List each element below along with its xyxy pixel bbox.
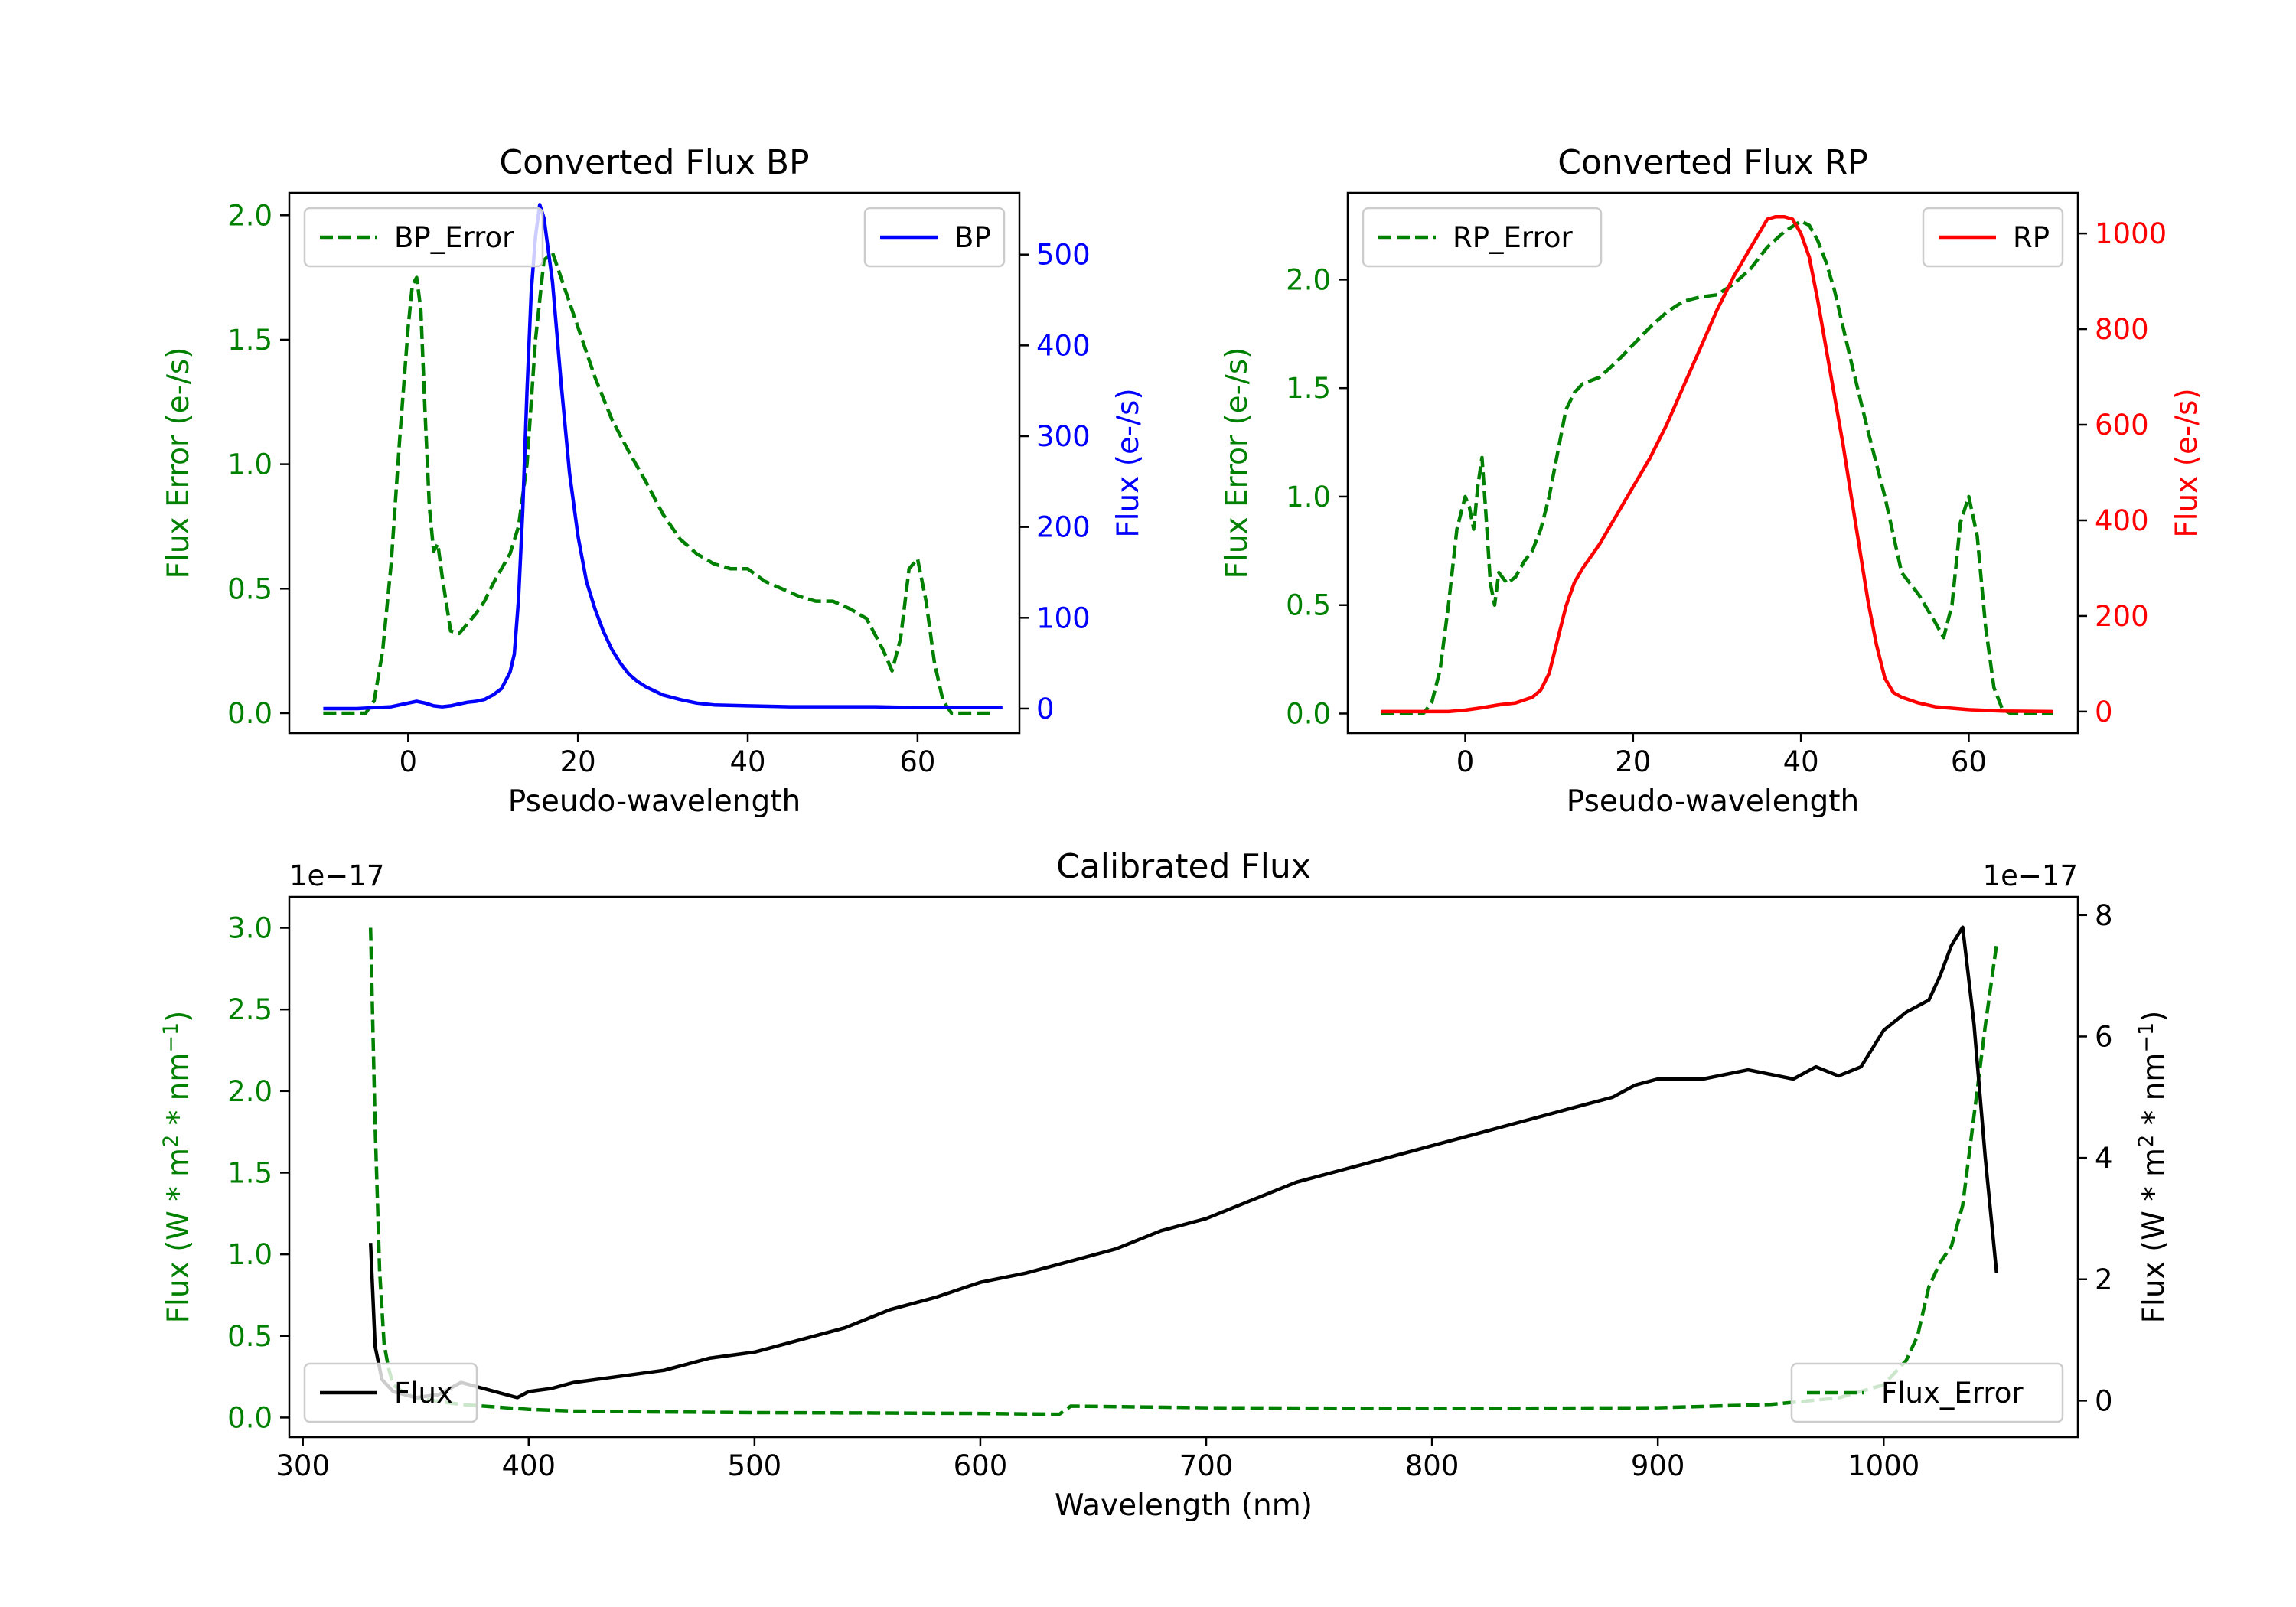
cal-xtick-label: 900 <box>1631 1449 1685 1482</box>
bp-ytick-label-right: 100 <box>1036 601 1091 634</box>
bp-ytick-label-left: 1.5 <box>227 324 272 357</box>
bp-ytick-label-left: 1.0 <box>227 448 272 481</box>
cal-axes-frame <box>288 895 2079 1439</box>
bp-ylabel-left: Flux Error (e-/s) <box>161 347 196 579</box>
bp-ytick-label-right: 400 <box>1036 329 1091 362</box>
cal-offset-right: 1e−17 <box>1983 859 2078 892</box>
legend-label: Flux_Error <box>1881 1377 2024 1410</box>
rp-ytick-label-left: 2.0 <box>1286 263 1331 296</box>
rp-title: Converted Flux RP <box>1557 143 1868 182</box>
cal-title: Calibrated Flux <box>1056 847 1311 886</box>
rp-ytick-label-left: 1.5 <box>1286 372 1331 405</box>
bp-series-bp-error <box>323 250 994 715</box>
bp-xtick-label: 40 <box>729 745 765 778</box>
cal-xtick-label: 1000 <box>1848 1449 1919 1482</box>
rp-legend-rp-error: RP_Error <box>1362 207 1603 268</box>
cal-xtick-label: 300 <box>276 1449 330 1482</box>
legend-label: BP_Error <box>394 221 514 254</box>
cal-ytick-label-right: 8 <box>2095 899 2113 932</box>
rp-ylabel-right: Flux (e-/s) <box>2170 388 2204 537</box>
rp-xtick-label: 60 <box>1951 745 1987 778</box>
rp-legend-rp: RP <box>1922 207 2064 268</box>
bp-ytick-label-right: 300 <box>1036 420 1091 453</box>
bp-xtick-label: 60 <box>899 745 935 778</box>
bp-ytick-label-right: 200 <box>1036 511 1091 544</box>
rp-ytick-label-right: 400 <box>2095 504 2149 537</box>
legend-box <box>303 1362 478 1423</box>
bp-panel: 0 20 40 60 0.0 0.5 1.0 1.5 2.0 0 100 200 300 400 500 Co… <box>161 143 1146 819</box>
bp-ytick-label-left: 2.0 <box>227 199 272 232</box>
bp-ylabel-right: Flux (e-/s) <box>1111 388 1146 537</box>
cal-panel: 300 400 500 600 700 800 900 1000 0.0 0.5 1.0 1.5 2.0… <box>159 847 2171 1523</box>
cal-series-flux <box>368 925 1999 1400</box>
rp-ylabel-left: Flux Error (e-/s) <box>1220 347 1254 579</box>
legend-box <box>1790 1362 2064 1423</box>
bp-xlabel: Pseudo-wavelength <box>508 784 801 819</box>
bp-legend-bp-error: BP_Error <box>303 207 544 268</box>
bp-ytick-label-right: 500 <box>1036 239 1091 272</box>
bp-ytick-label-left: 0.5 <box>227 572 272 605</box>
rp-ytick-label-left: 0.5 <box>1286 589 1331 622</box>
cal-ytick-label-left: 1.0 <box>227 1238 272 1271</box>
cal-xlabel: Wavelength (nm) <box>1055 1488 1313 1523</box>
legend-label: RP <box>2013 221 2050 254</box>
cal-legend-flux: Flux <box>303 1362 478 1423</box>
cal-xtick-label: 800 <box>1405 1449 1459 1482</box>
cal-ytick-label-right: 4 <box>2095 1142 2113 1175</box>
legend-label: BP <box>954 221 991 254</box>
rp-xtick-label: 20 <box>1615 745 1651 778</box>
rp-series-rp-error <box>1381 219 2053 715</box>
bp-xtick-label: 20 <box>560 745 596 778</box>
cal-ytick-label-left: 1.5 <box>227 1156 272 1189</box>
bp-xtick-label: 0 <box>400 745 418 778</box>
cal-offset-left: 1e−17 <box>289 859 384 892</box>
legend-box <box>303 207 544 268</box>
cal-xtick-label: 500 <box>728 1449 782 1482</box>
rp-ytick-label-left: 0.0 <box>1286 697 1331 730</box>
bp-axes-frame <box>288 191 1021 735</box>
cal-ylabel-left: Flux (W * m2 * nm−1) <box>159 1011 196 1324</box>
cal-ytick-label-left: 2.0 <box>227 1075 272 1108</box>
rp-ytick-label-right: 200 <box>2095 600 2149 633</box>
bp-legend-bp: BP <box>863 207 1006 268</box>
rp-ytick-label-right: 1000 <box>2095 217 2167 250</box>
bp-ytick-label-right: 0 <box>1036 693 1055 725</box>
cal-ytick-label-left: 0.0 <box>227 1401 272 1434</box>
legend-label: Flux <box>394 1377 453 1410</box>
cal-xtick-label: 400 <box>501 1449 556 1482</box>
cal-xtick-label: 600 <box>954 1449 1008 1482</box>
bp-series-bp <box>323 203 1003 711</box>
cal-ylabel-right: Flux (W * m2 * nm−1) <box>2135 1011 2171 1324</box>
rp-ytick-label-left: 1.0 <box>1286 481 1331 513</box>
cal-ytick-label-left: 0.5 <box>227 1320 272 1353</box>
rp-ytick-label-right: 0 <box>2095 696 2113 729</box>
rp-series-rp <box>1381 214 2053 714</box>
cal-ytick-label-left: 2.5 <box>227 993 272 1026</box>
legend-box <box>1362 207 1603 268</box>
rp-xlabel: Pseudo-wavelength <box>1567 784 1859 819</box>
rp-ytick-label-right: 800 <box>2095 313 2149 346</box>
bp-title: Converted Flux BP <box>499 143 809 182</box>
rp-xtick-label: 40 <box>1783 745 1819 778</box>
cal-xtick-label: 700 <box>1179 1449 1234 1482</box>
rp-ytick-label-right: 600 <box>2095 409 2149 442</box>
cal-ytick-label-right: 6 <box>2095 1020 2113 1053</box>
bp-ytick-label-left: 0.0 <box>227 697 272 730</box>
cal-ytick-label-right: 2 <box>2095 1263 2113 1296</box>
cal-legend-flux-error: Flux_Error <box>1790 1362 2064 1423</box>
legend-label: RP_Error <box>1453 221 1573 254</box>
cal-ytick-label-right: 0 <box>2095 1384 2113 1417</box>
rp-xtick-label: 0 <box>1456 745 1475 778</box>
rp-axes-frame <box>1346 191 2079 735</box>
cal-ytick-label-left: 3.0 <box>227 912 272 945</box>
rp-panel: 0 20 40 60 0.0 0.5 1.0 1.5 2.0 0 200 400 600 800 1000 C… <box>1220 143 2204 819</box>
